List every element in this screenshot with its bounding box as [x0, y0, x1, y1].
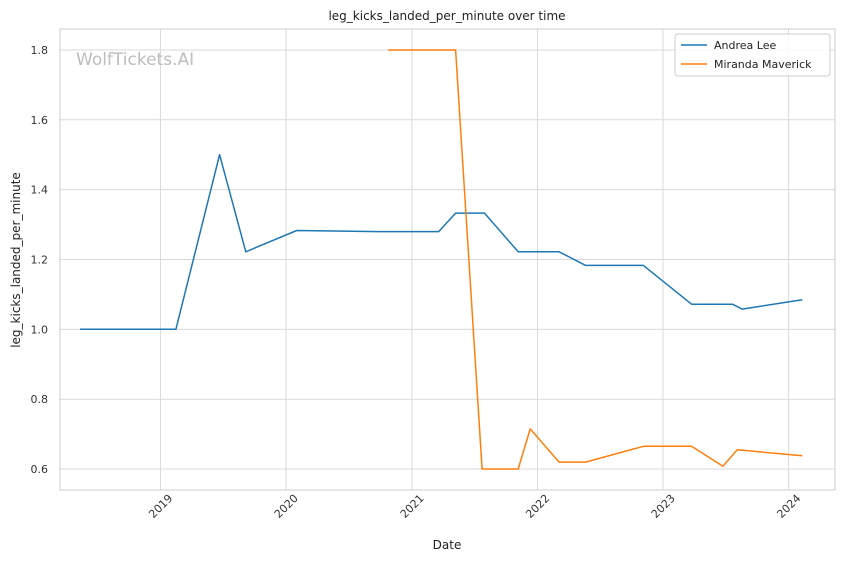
y-axis-label: leg_kicks_landed_per_minute: [9, 172, 23, 348]
y-tick-label: 1.2: [31, 254, 49, 267]
y-tick-label: 0.8: [31, 393, 49, 406]
legend: Andrea Lee Miranda Maverick: [674, 33, 831, 77]
plot-frame: [59, 28, 836, 491]
chart-title: leg_kicks_landed_per_minute over time: [328, 9, 565, 23]
watermark: WolfTickets.AI: [76, 50, 194, 70]
legend-label-1: Miranda Maverick: [714, 58, 812, 71]
series-line-0: [80, 153, 803, 331]
x-axis-label: Date: [433, 538, 462, 552]
y-tick-label: 1.8: [31, 44, 49, 57]
series-line-1: [388, 49, 803, 470]
y-tick-label: 0.6: [31, 463, 49, 476]
series-lines: [80, 49, 803, 470]
legend-label-0: Andrea Lee: [714, 39, 776, 52]
y-tick-label: 1.6: [31, 114, 49, 127]
legend-box: [674, 33, 831, 77]
y-tick-labels: 0.6 0.8 1.0 1.2 1.4 1.6 1.8: [31, 44, 49, 476]
y-tick-label: 1.0: [31, 323, 49, 336]
y-tick-label: 1.4: [31, 184, 49, 197]
